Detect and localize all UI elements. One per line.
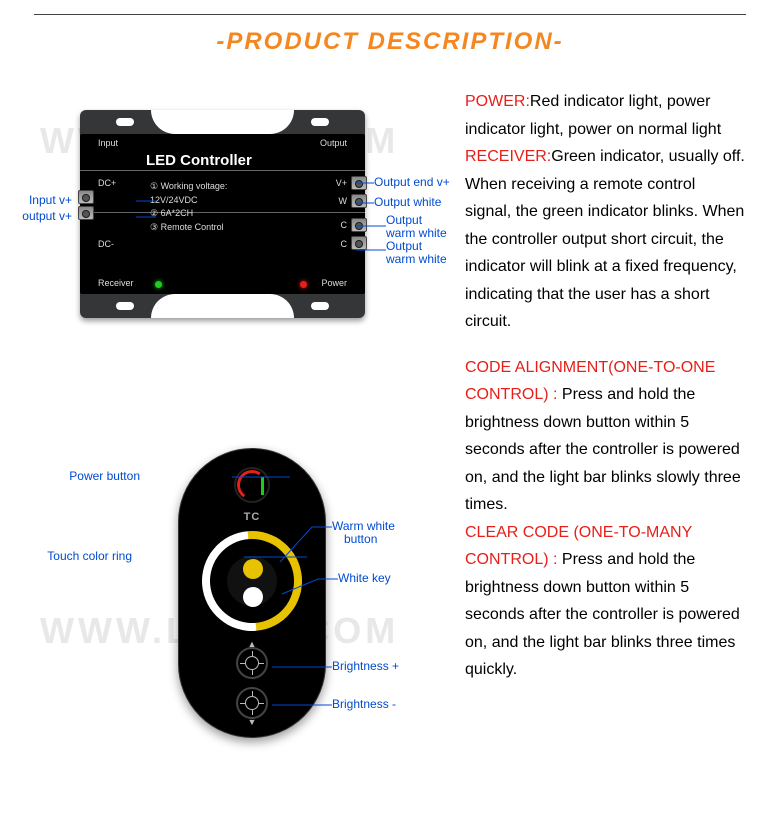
callout-label: Touch color ring [47, 549, 132, 563]
callout-touch-ring: Touch color ring [22, 550, 132, 563]
controller-body: LED Controller Input Output DC+ DC- V+ W… [80, 134, 365, 294]
callout-output-end: Output end v+ [374, 176, 450, 189]
remote-tc-label: TC [179, 511, 325, 523]
touch-ring-icon [202, 531, 302, 631]
diagram-column: WWW.L LUX.COM WWW.L LUX.COM LED Controll… [0, 80, 465, 820]
callout-label: White key [338, 571, 391, 585]
label-c: C [341, 239, 348, 249]
callout-label: Warm white [332, 519, 395, 533]
spec-line: 12V/24VDC [150, 195, 198, 205]
desc-key-power: POWER: [465, 93, 530, 110]
controller-title: LED Controller [146, 152, 252, 169]
terminal [351, 236, 367, 250]
terminal [351, 218, 367, 232]
callout-label: warm white [386, 252, 447, 266]
mount-hole [311, 118, 329, 126]
callout-label: Output [386, 239, 422, 253]
callout-brightness-down: Brightness - [332, 698, 396, 711]
label-w: W [339, 196, 348, 206]
callout-label: Input v+ [29, 193, 72, 207]
callout-warm-white: Warm white button [332, 520, 395, 546]
callout-output-v: output v+ [8, 210, 72, 223]
power-ring-icon [234, 467, 270, 503]
terminal [78, 206, 94, 220]
label-receiver: Receiver [98, 278, 134, 288]
spec-text: ① Working voltage: 12V/24VDC ② 6A*2CH ③ … [150, 180, 227, 234]
callout-power-button: Power button [50, 470, 140, 483]
brightness-up-icon: ▲ [236, 647, 268, 679]
top-divider [34, 14, 746, 15]
label-c: C [341, 220, 348, 230]
callout-label: button [332, 532, 377, 546]
desc-text: Press and hold the brightness down butto… [465, 386, 741, 513]
led-red [300, 281, 307, 288]
label-dc-plus: DC+ [98, 178, 116, 188]
spec-line: ② 6A*2CH [150, 208, 193, 218]
warm-white-dot-icon [243, 559, 263, 579]
label-v-plus: V+ [336, 178, 347, 188]
terminal [351, 194, 367, 208]
description-column: POWER:Red indicator light, power indicat… [465, 80, 765, 820]
callout-label: Output end v+ [374, 175, 450, 189]
remote-diagram: TC ▲ ▼ [178, 448, 326, 738]
mount-hole [116, 118, 134, 126]
desc-text: Green indicator, usually off. When recei… [465, 148, 745, 330]
label-power: Power [321, 278, 347, 288]
callout-label: Output white [374, 195, 441, 209]
controller-diagram: LED Controller Input Output DC+ DC- V+ W… [80, 110, 365, 318]
divider [80, 170, 365, 171]
page-title: -PRODUCT DESCRIPTION- [0, 28, 780, 56]
spec-line: ① Working voltage: [150, 181, 227, 191]
description-block: CODE ALIGNMENT(ONE-TO-ONE CONTROL) : Pre… [465, 354, 745, 684]
led-green [155, 281, 162, 288]
label-dc-minus: DC- [98, 239, 114, 249]
mount-hole [116, 302, 134, 310]
callout-white-key: White key [338, 572, 391, 585]
callout-label: Brightness + [332, 659, 399, 673]
callout-brightness-up: Brightness + [332, 660, 399, 673]
callout-output-warm-white: Output warm white [386, 240, 447, 266]
callout-label: output v+ [22, 209, 72, 223]
callout-output-white: Output white [374, 196, 441, 209]
label-output: Output [320, 138, 347, 148]
callout-label: Brightness - [332, 697, 396, 711]
content: WWW.L LUX.COM WWW.L LUX.COM LED Controll… [0, 80, 780, 820]
callout-input-v: Input v+ [8, 194, 72, 207]
callout-label: Output [386, 213, 422, 227]
mount-hole [311, 302, 329, 310]
callout-label: Power button [69, 469, 140, 483]
white-dot-icon [243, 587, 263, 607]
spec-line: ③ Remote Control [150, 222, 224, 232]
callout-output-warm-white: Output warm white [386, 214, 447, 240]
desc-text: Press and hold the brightness down butto… [465, 551, 740, 678]
label-input: Input [98, 138, 118, 148]
brightness-down-icon: ▼ [236, 687, 268, 719]
desc-key-receiver: RECEIVER: [465, 148, 551, 165]
description-block: POWER:Red indicator light, power indicat… [465, 88, 745, 336]
terminal [78, 190, 94, 204]
